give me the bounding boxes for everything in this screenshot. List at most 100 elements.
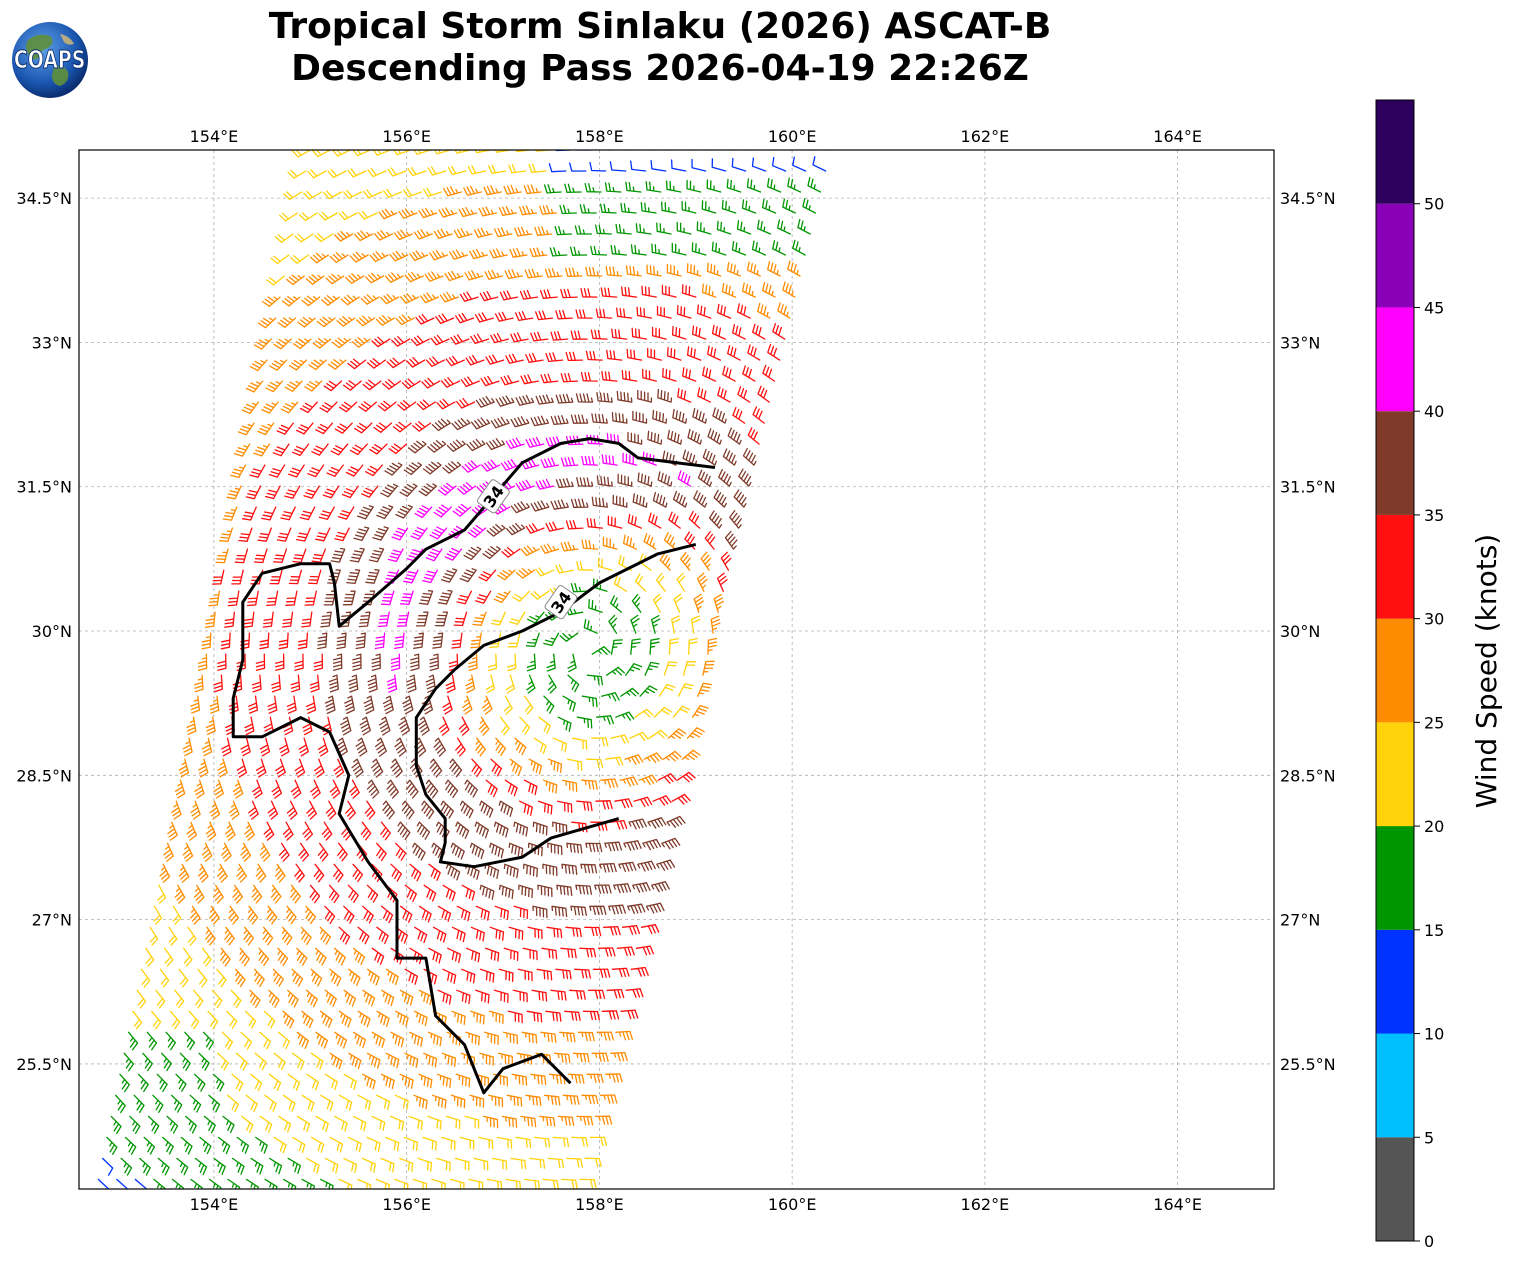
lat-tick-label-left: 25.5°N — [16, 1055, 72, 1074]
wind-barb — [261, 506, 277, 521]
wind-barb — [123, 1052, 135, 1072]
wind-barb — [566, 842, 583, 854]
wind-barb — [394, 737, 407, 757]
wind-barb — [557, 716, 572, 732]
wind-barb — [288, 569, 303, 585]
wind-barb — [187, 926, 197, 946]
wind-barb — [327, 359, 347, 370]
wind-barb — [521, 1031, 538, 1044]
wind-barb — [305, 274, 325, 285]
wind-barb — [471, 758, 483, 778]
wind-barb — [603, 925, 621, 936]
wind-barb — [534, 226, 553, 236]
wind-barb — [620, 202, 637, 214]
wind-barb — [226, 1010, 238, 1029]
wind-barb — [419, 292, 440, 304]
colorbar-tick-label: 45 — [1424, 298, 1444, 317]
wind-barb — [584, 182, 602, 193]
wind-barb — [530, 1073, 547, 1086]
wind-barb — [296, 1031, 310, 1050]
wind-barb — [621, 924, 641, 935]
wind-barb — [437, 905, 452, 922]
wind-barb — [631, 593, 642, 613]
wind-barb — [681, 749, 701, 761]
wind-barb — [415, 611, 429, 627]
wind-barb — [305, 905, 316, 925]
wind-barb — [682, 367, 697, 382]
wind-barb — [142, 1052, 153, 1072]
wind-barb — [637, 860, 656, 872]
wind-barb — [221, 842, 232, 862]
wind-barb — [439, 292, 459, 303]
wind-barb — [713, 593, 724, 613]
wind-barb — [548, 163, 567, 173]
wind-barb — [449, 758, 463, 778]
wind-barb — [532, 905, 548, 919]
wind-barb — [376, 842, 387, 862]
wind-barb — [829, 150, 832, 151]
wind-barb — [377, 400, 397, 412]
wind-barb — [726, 261, 742, 277]
lat-tick-label-left: 34.5°N — [16, 189, 72, 208]
wind-barb — [408, 1115, 423, 1131]
wind-barb — [253, 443, 270, 457]
colorbar-bin — [1376, 411, 1414, 515]
wind-barb — [647, 817, 667, 829]
wind-barb — [580, 288, 598, 298]
lat-tick-label-right: 28.5°N — [1280, 766, 1336, 785]
wind-barb — [436, 1157, 451, 1172]
wind-barb — [299, 401, 318, 414]
wind-barb — [556, 884, 573, 897]
wind-barb — [691, 325, 707, 340]
wind-barb — [315, 1031, 329, 1049]
colorbar-bin — [1376, 826, 1414, 930]
wind-barb — [393, 632, 405, 650]
wind-barb — [331, 150, 351, 157]
wind-barb — [652, 593, 662, 613]
wind-barb — [325, 273, 345, 285]
wind-barb — [707, 345, 722, 361]
wind-barb — [471, 503, 491, 516]
wind-barb — [221, 1031, 234, 1050]
wind-barb — [716, 572, 728, 592]
wind-barb — [372, 526, 389, 541]
wind-barb — [330, 443, 349, 456]
wind-barb — [221, 737, 232, 757]
wind-barb — [451, 1010, 466, 1026]
wind-barb — [343, 380, 362, 391]
wind-barb — [726, 178, 742, 193]
wind-barb — [451, 926, 466, 943]
wind-barb — [203, 1115, 216, 1134]
wind-barb — [402, 695, 414, 715]
wind-barb — [157, 884, 167, 904]
wind-barb — [453, 228, 473, 239]
wind-barb — [361, 1157, 376, 1173]
wind-barb — [244, 716, 255, 736]
wind-barb — [589, 905, 607, 915]
wind-barb — [600, 287, 618, 298]
wind-barb — [155, 989, 166, 1009]
wind-barb — [385, 1136, 400, 1152]
wind-barb — [653, 706, 672, 718]
wind-barb — [505, 1178, 522, 1189]
wind-barb — [523, 184, 542, 195]
wind-barb — [259, 632, 270, 650]
wind-barb — [360, 821, 372, 841]
wind-barb — [509, 247, 528, 258]
wind-barb — [525, 352, 544, 363]
wind-barb — [329, 1136, 344, 1153]
wind-barb — [540, 543, 560, 554]
wind-barb — [748, 150, 752, 151]
wind-barb — [440, 1136, 456, 1151]
wind-barb — [503, 184, 522, 195]
wind-barb — [315, 422, 334, 435]
wind-barb — [245, 1094, 258, 1113]
wind-barb — [696, 221, 712, 235]
wind-barb — [767, 343, 781, 361]
wind-barb — [655, 572, 666, 592]
wind-barb — [532, 821, 548, 836]
wind-barb — [358, 210, 378, 220]
wind-barb — [311, 548, 326, 563]
wind-barb — [722, 448, 737, 466]
wind-barb — [586, 674, 604, 686]
